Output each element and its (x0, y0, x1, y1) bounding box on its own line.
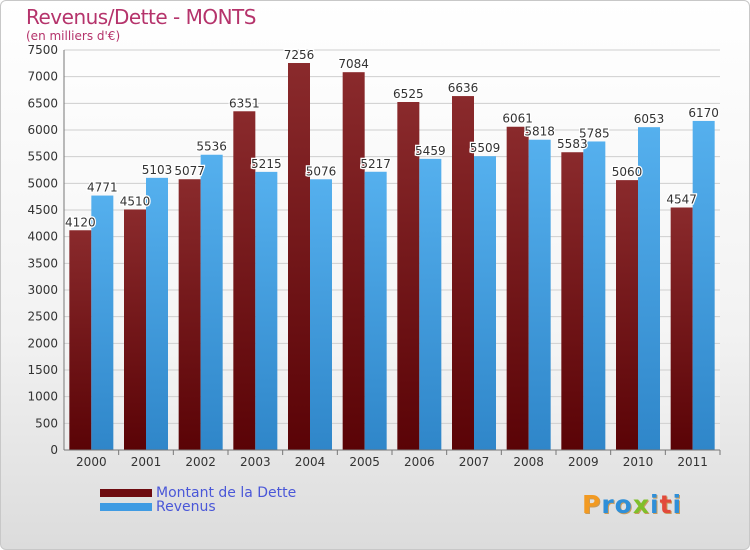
axes: 0 500 1000 1500 2000 2500 3000 3500 4000 4500 5000… (27, 43, 721, 469)
chart-title: Revenus/Dette - MONTS (26, 5, 256, 29)
bar-revenus (310, 179, 332, 450)
y-tick-label: 5000 (27, 176, 58, 190)
y-tick-label: 2500 (27, 310, 58, 324)
logo-letter: x (632, 490, 650, 519)
data-label-revenus: 5818 (524, 125, 555, 139)
plot-area (64, 50, 720, 450)
data-label-dette: 7084 (338, 57, 369, 71)
data-label-revenus: 5076 (306, 164, 337, 178)
bar-revenus (474, 156, 496, 451)
x-tick-label: 2008 (513, 455, 544, 469)
bar-dette (561, 152, 584, 451)
bar-revenus (200, 154, 223, 450)
y-tick-label: 3500 (27, 256, 58, 270)
data-label-dette: 6525 (393, 87, 424, 101)
data-label-dette: 6351 (229, 96, 260, 110)
data-label-revenus: 5536 (196, 140, 227, 154)
logo-letter: t (659, 490, 673, 519)
y-tick-label: 6500 (27, 96, 58, 110)
bar-dette (670, 207, 693, 450)
chart-subtitle: (en milliers d'€) (26, 29, 121, 43)
x-tick-label: 2000 (76, 455, 107, 469)
x-tick-label: 2006 (404, 455, 435, 469)
logo-letter: r (601, 490, 615, 519)
proxiti-logo: Proxiti (582, 490, 682, 519)
y-tick-label: 7500 (27, 43, 58, 57)
legend-label-revenus: Revenus (156, 499, 216, 515)
data-label-dette: 4547 (666, 192, 697, 206)
data-label-revenus: 6170 (688, 106, 719, 120)
bar-dette (397, 102, 420, 450)
data-label-revenus: 5103 (142, 163, 173, 177)
data-label-revenus: 5785 (579, 126, 610, 140)
x-tick-label: 2002 (185, 455, 216, 469)
data-label-dette: 7256 (284, 48, 315, 62)
logo-letter: i (672, 490, 683, 519)
data-label-revenus: 5509 (470, 141, 501, 155)
y-tick-label: 4500 (27, 203, 58, 217)
bar-dette (233, 111, 256, 450)
bar-revenus (255, 171, 278, 450)
y-tick-label: 4000 (27, 230, 58, 244)
y-tick-label: 6000 (27, 123, 58, 137)
y-tick-label: 1000 (27, 390, 58, 404)
bar-dette (288, 63, 310, 450)
x-tick-label: 2010 (623, 455, 654, 469)
bar-dette (452, 96, 474, 450)
data-label-dette: 5077 (174, 164, 205, 178)
x-tick-label: 2005 (349, 455, 380, 469)
data-label-dette: 5583 (557, 137, 588, 151)
y-tick-label: 3000 (27, 283, 58, 297)
x-tick-label: 2001 (131, 455, 162, 469)
data-label-revenus: 5215 (251, 157, 282, 171)
bar-revenus (583, 141, 606, 450)
bar-revenus (146, 177, 168, 450)
bar-dette (506, 126, 529, 450)
y-tick-label: 1500 (27, 363, 58, 377)
bar-dette (342, 72, 365, 450)
data-label-dette: 6636 (448, 81, 479, 95)
data-label-revenus: 4771 (87, 181, 118, 195)
x-tick-label: 2009 (568, 455, 599, 469)
y-tick-label: 0 (50, 443, 58, 457)
bar-revenus (91, 195, 114, 450)
bar-dette (69, 230, 92, 450)
legend-swatch-dette (100, 489, 152, 497)
x-tick-label: 2003 (240, 455, 271, 469)
data-label-dette: 4120 (65, 215, 96, 229)
bar-revenus (528, 139, 551, 450)
logo-letter: o (614, 490, 633, 519)
bar-dette (616, 180, 638, 450)
logo-letter: i (650, 490, 660, 519)
bar-dette (124, 209, 146, 450)
logo-letter: P (582, 490, 602, 519)
bars (69, 63, 715, 451)
bar-revenus (419, 158, 442, 450)
x-tick-label: 2004 (295, 455, 326, 469)
bar-revenus (638, 127, 660, 450)
x-tick-label: 2007 (459, 455, 490, 469)
bar-revenus (692, 120, 715, 450)
y-tick-label: 5500 (27, 150, 58, 164)
data-label-dette: 6061 (502, 112, 533, 126)
y-tick-label: 2000 (27, 336, 58, 350)
data-label-revenus: 5217 (360, 157, 391, 171)
bar-revenus (364, 171, 387, 450)
y-tick-label: 500 (35, 416, 58, 430)
bar-dette (178, 179, 201, 450)
data-label-dette: 4510 (120, 194, 151, 208)
data-label-dette: 5060 (612, 165, 643, 179)
data-label-revenus: 5459 (415, 144, 446, 158)
legend-label-dette: Montant de la Dette (156, 485, 297, 501)
legend-swatch-revenus (100, 503, 152, 511)
data-label-revenus: 6053 (634, 112, 665, 126)
x-tick-label: 2011 (677, 455, 708, 469)
y-tick-label: 7000 (27, 70, 58, 84)
